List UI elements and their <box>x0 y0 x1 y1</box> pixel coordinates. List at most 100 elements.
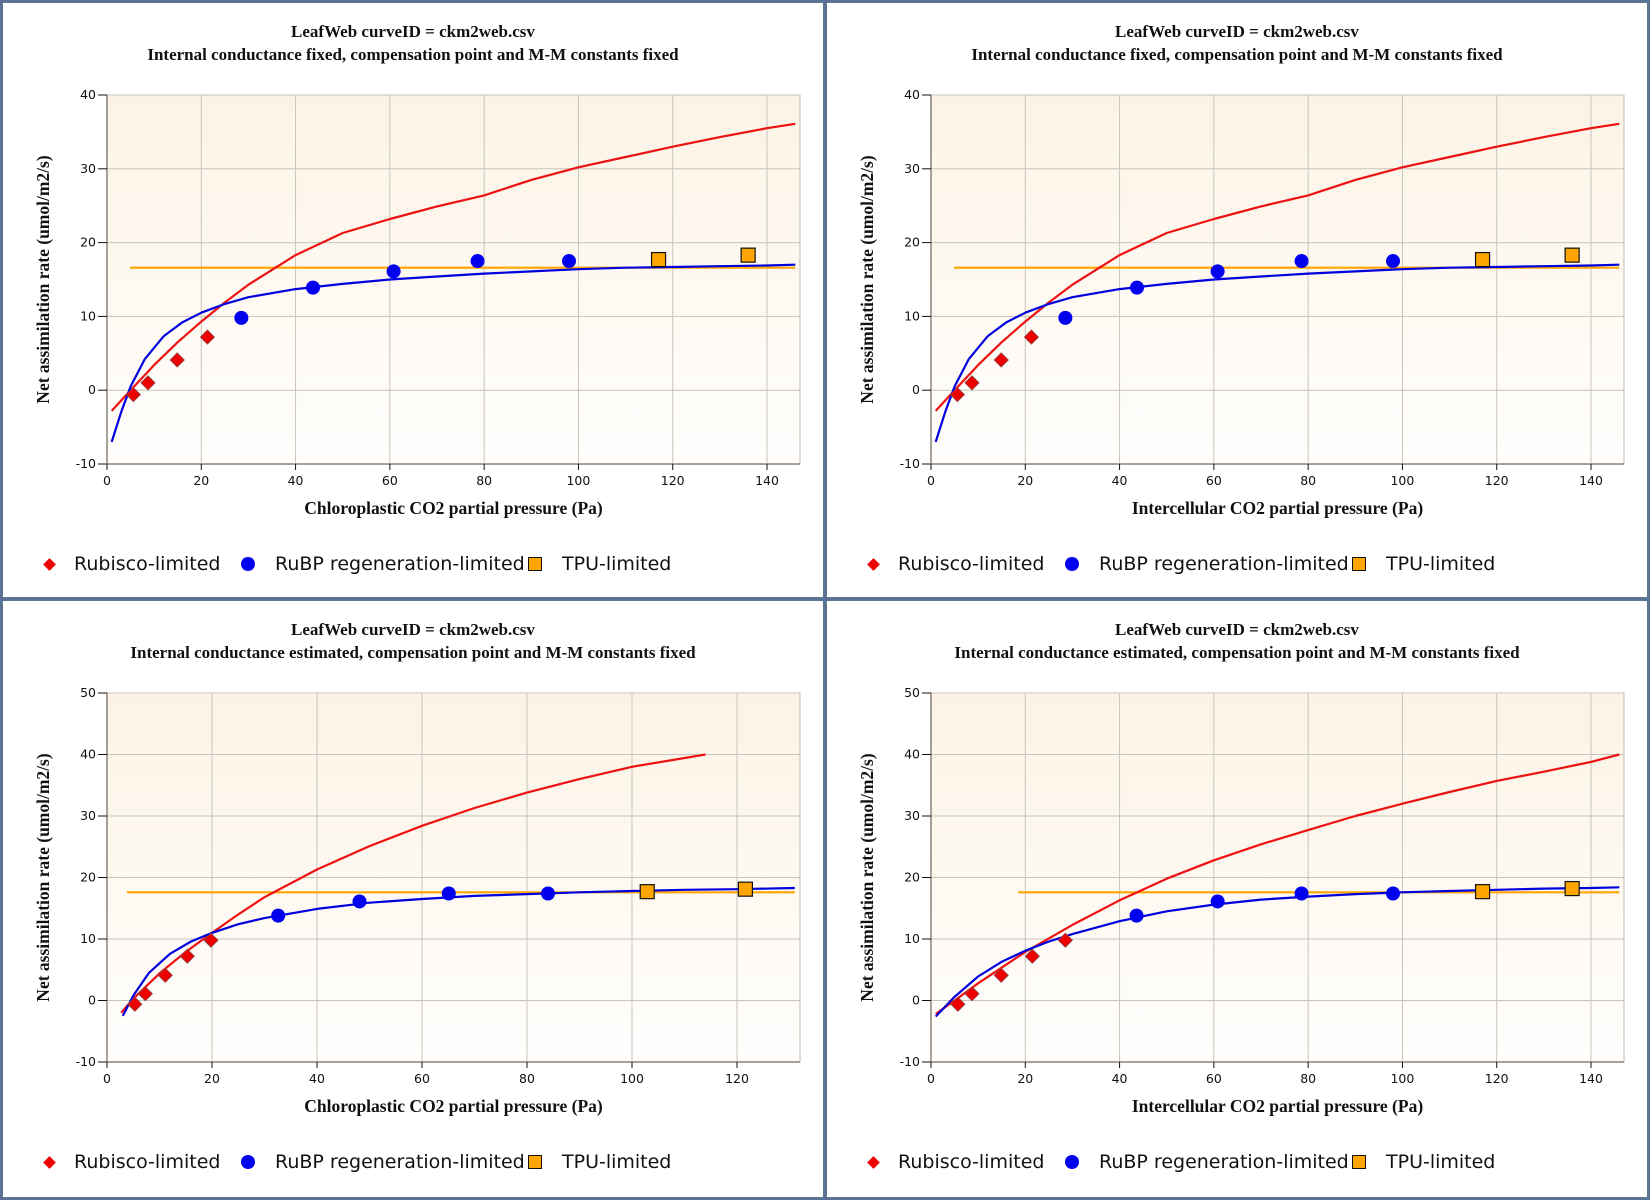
y-tick-label: -10 <box>76 456 96 471</box>
rubisco-point <box>140 375 156 391</box>
rubp-point <box>1386 886 1400 901</box>
rubisco-point <box>993 352 1009 368</box>
legend: Rubisco-limited RuBP regeneration-limited… <box>827 1145 1647 1179</box>
chart-panel-top-right: LeafWeb curveID = ckm2web.csv Internal c… <box>827 3 1647 597</box>
rubisco-fit-line <box>120 753 706 1014</box>
x-tick-label: 100 <box>620 1071 644 1086</box>
rubp-point <box>1294 886 1309 901</box>
legend-label: Rubisco-limited <box>898 1151 1045 1173</box>
legend-label: Rubisco-limited <box>898 553 1045 575</box>
plot-area: 0 20 40 60 80 100 120 140 -10 0 10 20 30 40 Intercellu… <box>857 87 1625 518</box>
tpu-point <box>1474 884 1491 900</box>
rubp-point <box>352 894 367 909</box>
diamond-icon <box>43 557 56 571</box>
x-tick-label: 80 <box>1300 1071 1316 1086</box>
y-axis-label: Net assimilation rate (umol/m2/s) <box>857 155 877 404</box>
legend-label: TPU-limited <box>562 553 672 575</box>
circle-icon <box>1065 557 1079 571</box>
x-tick-label: 60 <box>382 473 398 488</box>
legend-label: RuBP regeneration-limited <box>275 1151 525 1173</box>
x-tick-label: 140 <box>1579 1071 1603 1086</box>
y-tick-label: -10 <box>900 456 920 471</box>
rubisco-point <box>199 329 216 345</box>
legend: Rubisco-limited RuBP regeneration-limited… <box>3 1145 823 1179</box>
x-tick-label: 0 <box>103 1071 111 1086</box>
rubp-point <box>1129 908 1144 923</box>
legend-label: RuBP regeneration-limited <box>1099 1151 1349 1173</box>
plot-area: 0 20 40 60 80 100 120 140 -10 0 10 20 30 40 50 Intercel… <box>857 685 1625 1116</box>
tpu-point <box>639 884 655 900</box>
y-axis-label: Net assimilation rate (umol/m2/s) <box>33 155 53 404</box>
rubp-point <box>1058 310 1073 325</box>
rubp-point <box>271 908 286 923</box>
legend-item-square: TPU-limited <box>1352 1145 1495 1179</box>
legend-item-square: TPU-limited <box>1352 547 1495 581</box>
y-tick-label: 30 <box>80 161 96 176</box>
rubp-point <box>1130 280 1145 295</box>
diamond-icon <box>43 1155 56 1169</box>
plot-area: 0 20 40 60 80 100 120 -10 0 10 20 30 40 50 Chloroplast… <box>33 685 801 1116</box>
rubisco-point <box>203 932 219 948</box>
rubisco-point <box>964 375 980 391</box>
y-tick-label: 10 <box>80 308 96 323</box>
rubisco-point <box>137 986 153 1002</box>
x-tick-label: 40 <box>1112 1071 1128 1086</box>
y-tick-label: -10 <box>900 1054 920 1069</box>
y-tick-label: 50 <box>904 685 920 700</box>
y-tick-label: 0 <box>912 382 920 397</box>
chart-title: LeafWeb curveID = ckm2web.csv <box>291 22 535 41</box>
x-tick-label: 60 <box>1206 473 1222 488</box>
chart-title: LeafWeb curveID = ckm2web.csv <box>1115 22 1359 41</box>
x-tick-label: 100 <box>1390 473 1414 488</box>
legend-item-circle: RuBP regeneration-limited <box>241 547 525 581</box>
rubp-point <box>386 264 401 279</box>
y-tick-label: 50 <box>80 685 96 700</box>
legend-item-diamond: Rubisco-limited <box>867 547 1045 581</box>
x-axis-label: Chloroplastic CO2 partial pressure (Pa) <box>304 498 603 518</box>
y-tick-label: 30 <box>904 808 920 823</box>
legend-item-circle: RuBP regeneration-limited <box>241 1145 525 1179</box>
tpu-point <box>1564 247 1580 263</box>
diamond-icon <box>867 1155 880 1169</box>
x-tick-label: 140 <box>1579 473 1603 488</box>
y-tick-label: 20 <box>904 235 920 250</box>
x-tick-label: 80 <box>476 473 492 488</box>
legend-label: Rubisco-limited <box>74 553 221 575</box>
rubisco-fit-line <box>935 753 1620 1015</box>
y-tick-label: 0 <box>88 382 96 397</box>
y-axis-label: Net assimilation rate (umol/m2/s) <box>33 753 53 1002</box>
tpu-point <box>1474 251 1491 268</box>
series-group <box>110 122 796 443</box>
y-tick-label: 10 <box>904 931 920 946</box>
tpu-point <box>740 247 756 263</box>
y-tick-label: 30 <box>904 161 920 176</box>
x-tick-label: 40 <box>1112 473 1128 488</box>
legend-item-diamond: Rubisco-limited <box>43 547 221 581</box>
y-tick-label: 20 <box>80 235 96 250</box>
legend-label: RuBP regeneration-limited <box>1099 553 1349 575</box>
x-tick-label: 20 <box>1017 1071 1033 1086</box>
tpu-point <box>737 881 754 897</box>
rubisco-point <box>1023 329 1040 345</box>
rubp-point <box>562 254 576 269</box>
series-group <box>120 753 795 1017</box>
x-tick-label: 20 <box>1017 473 1033 488</box>
y-tick-label: 40 <box>80 747 96 762</box>
rubp-point <box>1386 254 1400 269</box>
series-group <box>934 753 1620 1018</box>
rubp-point <box>234 310 249 325</box>
x-tick-label: 120 <box>1485 473 1509 488</box>
y-tick-label: 10 <box>80 931 96 946</box>
plot-background <box>106 94 801 465</box>
legend-label: TPU-limited <box>1386 553 1496 575</box>
x-tick-label: 60 <box>414 1071 430 1086</box>
legend-item-square: TPU-limited <box>528 1145 671 1179</box>
y-tick-label: 0 <box>912 993 920 1008</box>
x-axis-label: Intercellular CO2 partial pressure (Pa) <box>1132 1096 1423 1116</box>
tpu-point <box>1564 880 1580 897</box>
legend-item-diamond: Rubisco-limited <box>867 1145 1045 1179</box>
x-tick-label: 100 <box>1390 1071 1414 1086</box>
rubp-point <box>541 886 555 901</box>
rubisco-point <box>1057 932 1073 948</box>
y-tick-label: 30 <box>80 808 96 823</box>
